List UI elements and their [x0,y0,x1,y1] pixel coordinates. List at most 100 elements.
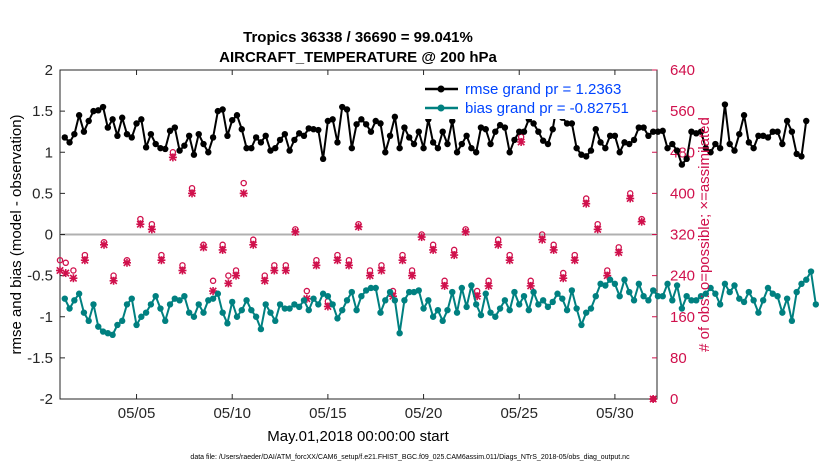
bias-point [539,297,547,304]
obs-assimilated-point [291,227,300,236]
bias-point [664,280,671,288]
rmse-point [492,128,499,135]
y-axis-label-left: rmse and bias (model - observation) [8,114,25,354]
rmse-point [171,124,179,131]
rmse-point [90,107,97,115]
bias-point [487,309,494,316]
bias-point [520,292,528,300]
rmse-point [142,144,150,151]
bias-point [573,305,580,312]
obs-assimilated-point [136,220,145,229]
bias-point [396,330,403,337]
rmse-point [252,134,260,141]
left-y-axis: 2 1.5 1 0.5 0 -0.5 -1 -1.5 -2 [27,62,65,408]
bias-point [707,284,714,292]
rmse-point [755,132,762,139]
rmse-point [535,128,542,135]
bias-point [128,295,135,302]
bias-point [118,317,126,325]
rmse-point [176,147,183,154]
bias-point [693,297,700,304]
bias-point [621,276,628,283]
bias-point [85,317,92,325]
rmse-point [468,144,475,152]
bias-point [559,295,566,302]
obs-assimilated-point [365,271,374,280]
right-tick-label: 320 [670,227,695,244]
rmse-point [463,132,470,139]
obs-assimilated-point [344,261,353,270]
bias-point [195,301,202,308]
rmse-point [147,130,155,138]
bias-point [142,309,150,316]
obs-assimilated-point [517,137,526,146]
bias-point [295,303,303,311]
bias-point [568,287,576,294]
obs-assimilated-point [333,256,342,265]
rmse-point [401,124,408,131]
bias-point [458,284,466,292]
obs-possible-point [303,287,311,295]
rmse-point [75,112,83,119]
obs-assimilated-point [249,240,258,249]
left-tick-label: -0.5 [27,268,53,285]
rmse-point [415,128,422,135]
rmse-point [664,144,671,152]
rmse-point [630,136,638,144]
bias-point [673,282,681,289]
bias-series [61,268,820,339]
bias-point [243,297,250,304]
obs-assimilated-point [484,281,493,290]
right-tick-label: 80 [670,350,687,367]
bias-point [702,290,709,297]
bias-point [630,297,638,304]
rmse-point [573,144,580,152]
bias-point [788,317,796,325]
obs-assimilated-point [312,261,321,270]
obs-assimilated-point [473,292,482,301]
rmse-point [185,132,193,139]
left-tick-label: -1 [40,309,53,326]
rmse-point [611,132,619,139]
bias-point [324,292,332,300]
rmse-point [238,126,245,133]
rmse-point [66,139,73,146]
bias-point [372,284,379,292]
rmse-point [707,149,714,156]
bias-point [382,297,389,304]
rmse-point [626,140,633,148]
obs-assimilated-point [494,240,503,249]
obs-assimilated-point [157,256,166,265]
rmse-point [798,153,805,160]
bias-point [214,290,222,297]
bias-point [310,295,317,302]
obs-assimilated-point [450,251,459,260]
rmse-point [281,130,289,138]
bias-point [511,288,518,296]
bias-point [138,313,145,320]
obs-assimilated-point [614,248,623,257]
bias-point [401,297,408,304]
bias-point [812,301,820,308]
bias-point [477,311,485,319]
bias-point [339,306,346,314]
rmse-point [769,128,776,135]
rmse-point [501,124,509,131]
rmse-point [382,149,389,156]
rmse-point [367,128,375,135]
rmse-point [195,130,202,138]
rmse-point [616,149,623,156]
bias-point [319,290,327,297]
obs-assimilated-point [109,276,118,285]
bias-point [803,276,810,283]
bias-point [209,295,217,302]
bias-point [377,309,384,316]
rmse-point [487,140,494,148]
bias-point [176,297,183,304]
bias-point [611,280,619,288]
bias-point [583,309,590,316]
rmse-point [276,136,284,144]
obs-assimilated-point [168,153,177,162]
bias-point [793,288,800,296]
